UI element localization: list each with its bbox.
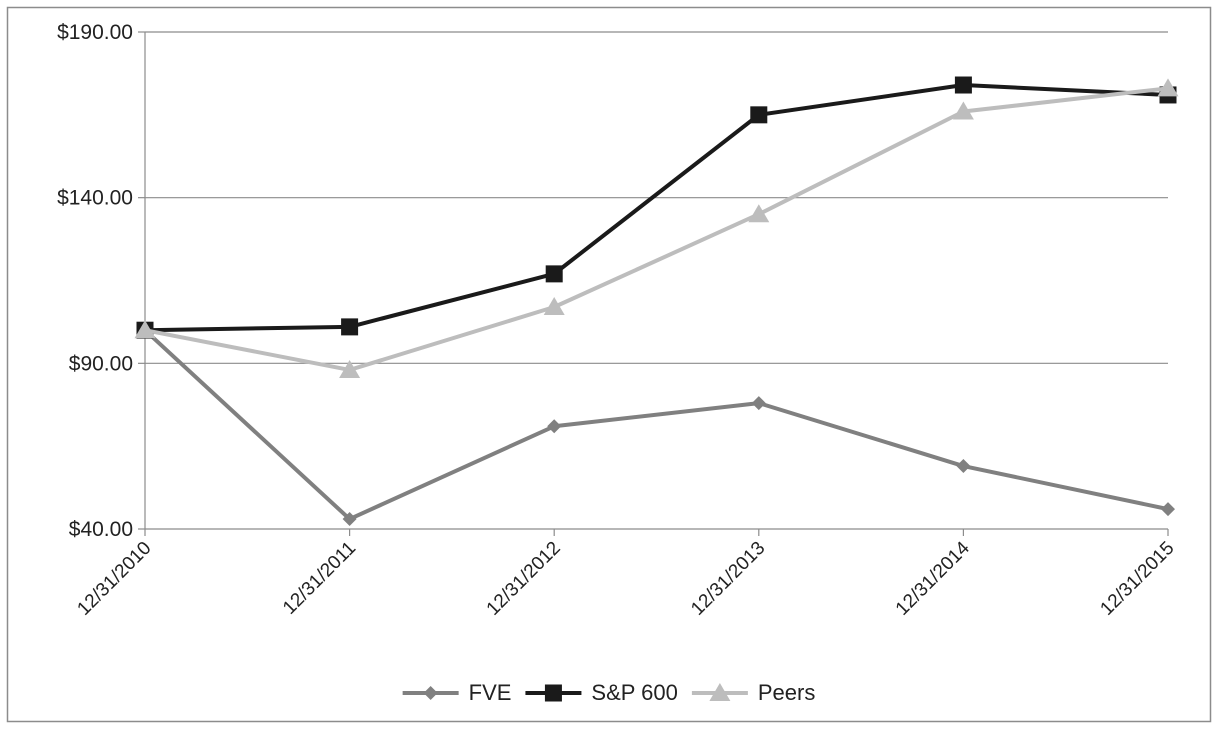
point-s-p-600: [954, 76, 972, 94]
point-peers: [1157, 78, 1179, 97]
y-tick-labels: $40.00 $90.00 $140.00 $190.00: [57, 21, 133, 541]
legend-marker-s-p-600: [544, 684, 562, 702]
point-peers: [134, 320, 156, 339]
point-fve: [956, 459, 971, 474]
series: [134, 76, 1179, 527]
chart-border: [6, 6, 1212, 723]
legend-marker-peers: [709, 683, 731, 701]
point-fve: [547, 419, 562, 434]
point-peers: [748, 204, 770, 223]
series-line-peers: [144, 86, 1169, 372]
legend-label-fve: FVE: [469, 680, 512, 705]
y-tick-label: $40.00: [69, 518, 133, 541]
point-s-p-600: [750, 106, 768, 124]
axes: [138, 31, 1169, 536]
point-fve: [751, 396, 766, 411]
point-fve: [1161, 502, 1175, 517]
point-s-p-600: [545, 265, 563, 283]
y-tick-label: $90.00: [69, 352, 133, 375]
legend-item-fve: FVE: [402, 680, 512, 705]
legend-item-peers: Peers: [691, 680, 815, 705]
point-s-p-600: [341, 318, 359, 336]
y-tick-label: $190.00: [57, 21, 133, 44]
legend: FVE S&P 600 Peers: [402, 680, 815, 705]
point-fve: [342, 512, 357, 527]
series-line-fve: [143, 328, 1169, 522]
legend-label-s-p-600: S&P 600: [591, 680, 677, 705]
legend-label-peers: Peers: [758, 680, 815, 705]
series-peers: [134, 78, 1179, 378]
legend-marker-fve: [423, 686, 438, 700]
point-peers: [339, 359, 361, 378]
legend-item-s-p-600: S&P 600: [525, 680, 678, 705]
y-tick-label: $140.00: [57, 187, 133, 210]
series-line-s-p-600: [144, 83, 1169, 333]
point-peers: [952, 101, 974, 120]
point-peers: [543, 297, 565, 316]
